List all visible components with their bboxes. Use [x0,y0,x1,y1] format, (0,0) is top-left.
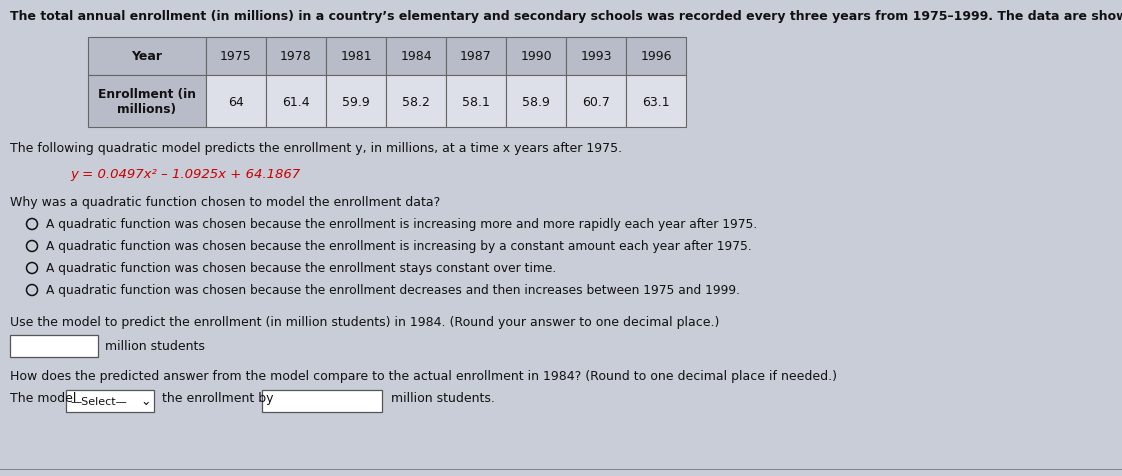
Text: 59.9: 59.9 [342,95,370,108]
Text: 61.4: 61.4 [283,95,310,108]
Text: 58.2: 58.2 [402,95,430,108]
Text: the enrollment by: the enrollment by [158,391,277,404]
Bar [626,38,686,76]
Bar [88,76,206,128]
Text: 1993: 1993 [580,50,611,63]
Bar [386,76,447,128]
Bar [447,76,506,128]
Text: 58.9: 58.9 [522,95,550,108]
Text: million students.: million students. [387,391,495,404]
Bar [263,390,381,412]
Bar [10,335,98,357]
Text: y = 0.0497x² – 1.0925x + 64.1867: y = 0.0497x² – 1.0925x + 64.1867 [70,168,300,180]
Text: —Select—: —Select— [70,396,127,406]
Text: 63.1: 63.1 [642,95,670,108]
Text: 1996: 1996 [641,50,672,63]
Text: 1990: 1990 [521,50,552,63]
Text: 1975: 1975 [220,50,251,63]
Text: 1987: 1987 [460,50,491,63]
Bar [327,76,386,128]
Text: 64: 64 [228,95,243,108]
Bar [386,38,447,76]
Text: million students: million students [105,340,205,353]
Bar [506,76,565,128]
Text: A quadratic function was chosen because the enrollment stays constant over time.: A quadratic function was chosen because … [46,261,557,275]
Bar [327,38,386,76]
Text: 1978: 1978 [280,50,312,63]
Bar [565,38,626,76]
Text: 60.7: 60.7 [582,95,610,108]
Bar [447,38,506,76]
Text: A quadratic function was chosen because the enrollment is increasing more and mo: A quadratic function was chosen because … [46,218,757,230]
Text: 1984: 1984 [401,50,432,63]
Bar [626,76,686,128]
Text: The following quadratic model predicts the enrollment y, in millions, at a time : The following quadratic model predicts t… [10,142,622,155]
Bar [565,76,626,128]
Bar [506,38,565,76]
Bar [88,38,206,76]
Bar [66,390,154,412]
Text: Year: Year [131,50,163,63]
Text: Why was a quadratic function chosen to model the enrollment data?: Why was a quadratic function chosen to m… [10,196,440,208]
Bar [206,38,266,76]
Text: The total annual enrollment (in millions) in a country’s elementary and secondar: The total annual enrollment (in millions… [10,10,1122,23]
Bar [206,76,266,128]
Text: A quadratic function was chosen because the enrollment decreases and then increa: A quadratic function was chosen because … [46,283,741,297]
Text: ⌄: ⌄ [140,395,151,407]
Text: 1981: 1981 [340,50,371,63]
Bar [266,76,327,128]
Text: Enrollment (in
millions): Enrollment (in millions) [98,88,196,116]
Text: 58.1: 58.1 [462,95,490,108]
Bar [266,38,327,76]
Text: Use the model to predict the enrollment (in million students) in 1984. (Round yo: Use the model to predict the enrollment … [10,315,719,328]
Text: The model: The model [10,391,81,404]
Text: How does the predicted answer from the model compare to the actual enrollment in: How does the predicted answer from the m… [10,369,837,382]
Text: A quadratic function was chosen because the enrollment is increasing by a consta: A quadratic function was chosen because … [46,239,752,252]
